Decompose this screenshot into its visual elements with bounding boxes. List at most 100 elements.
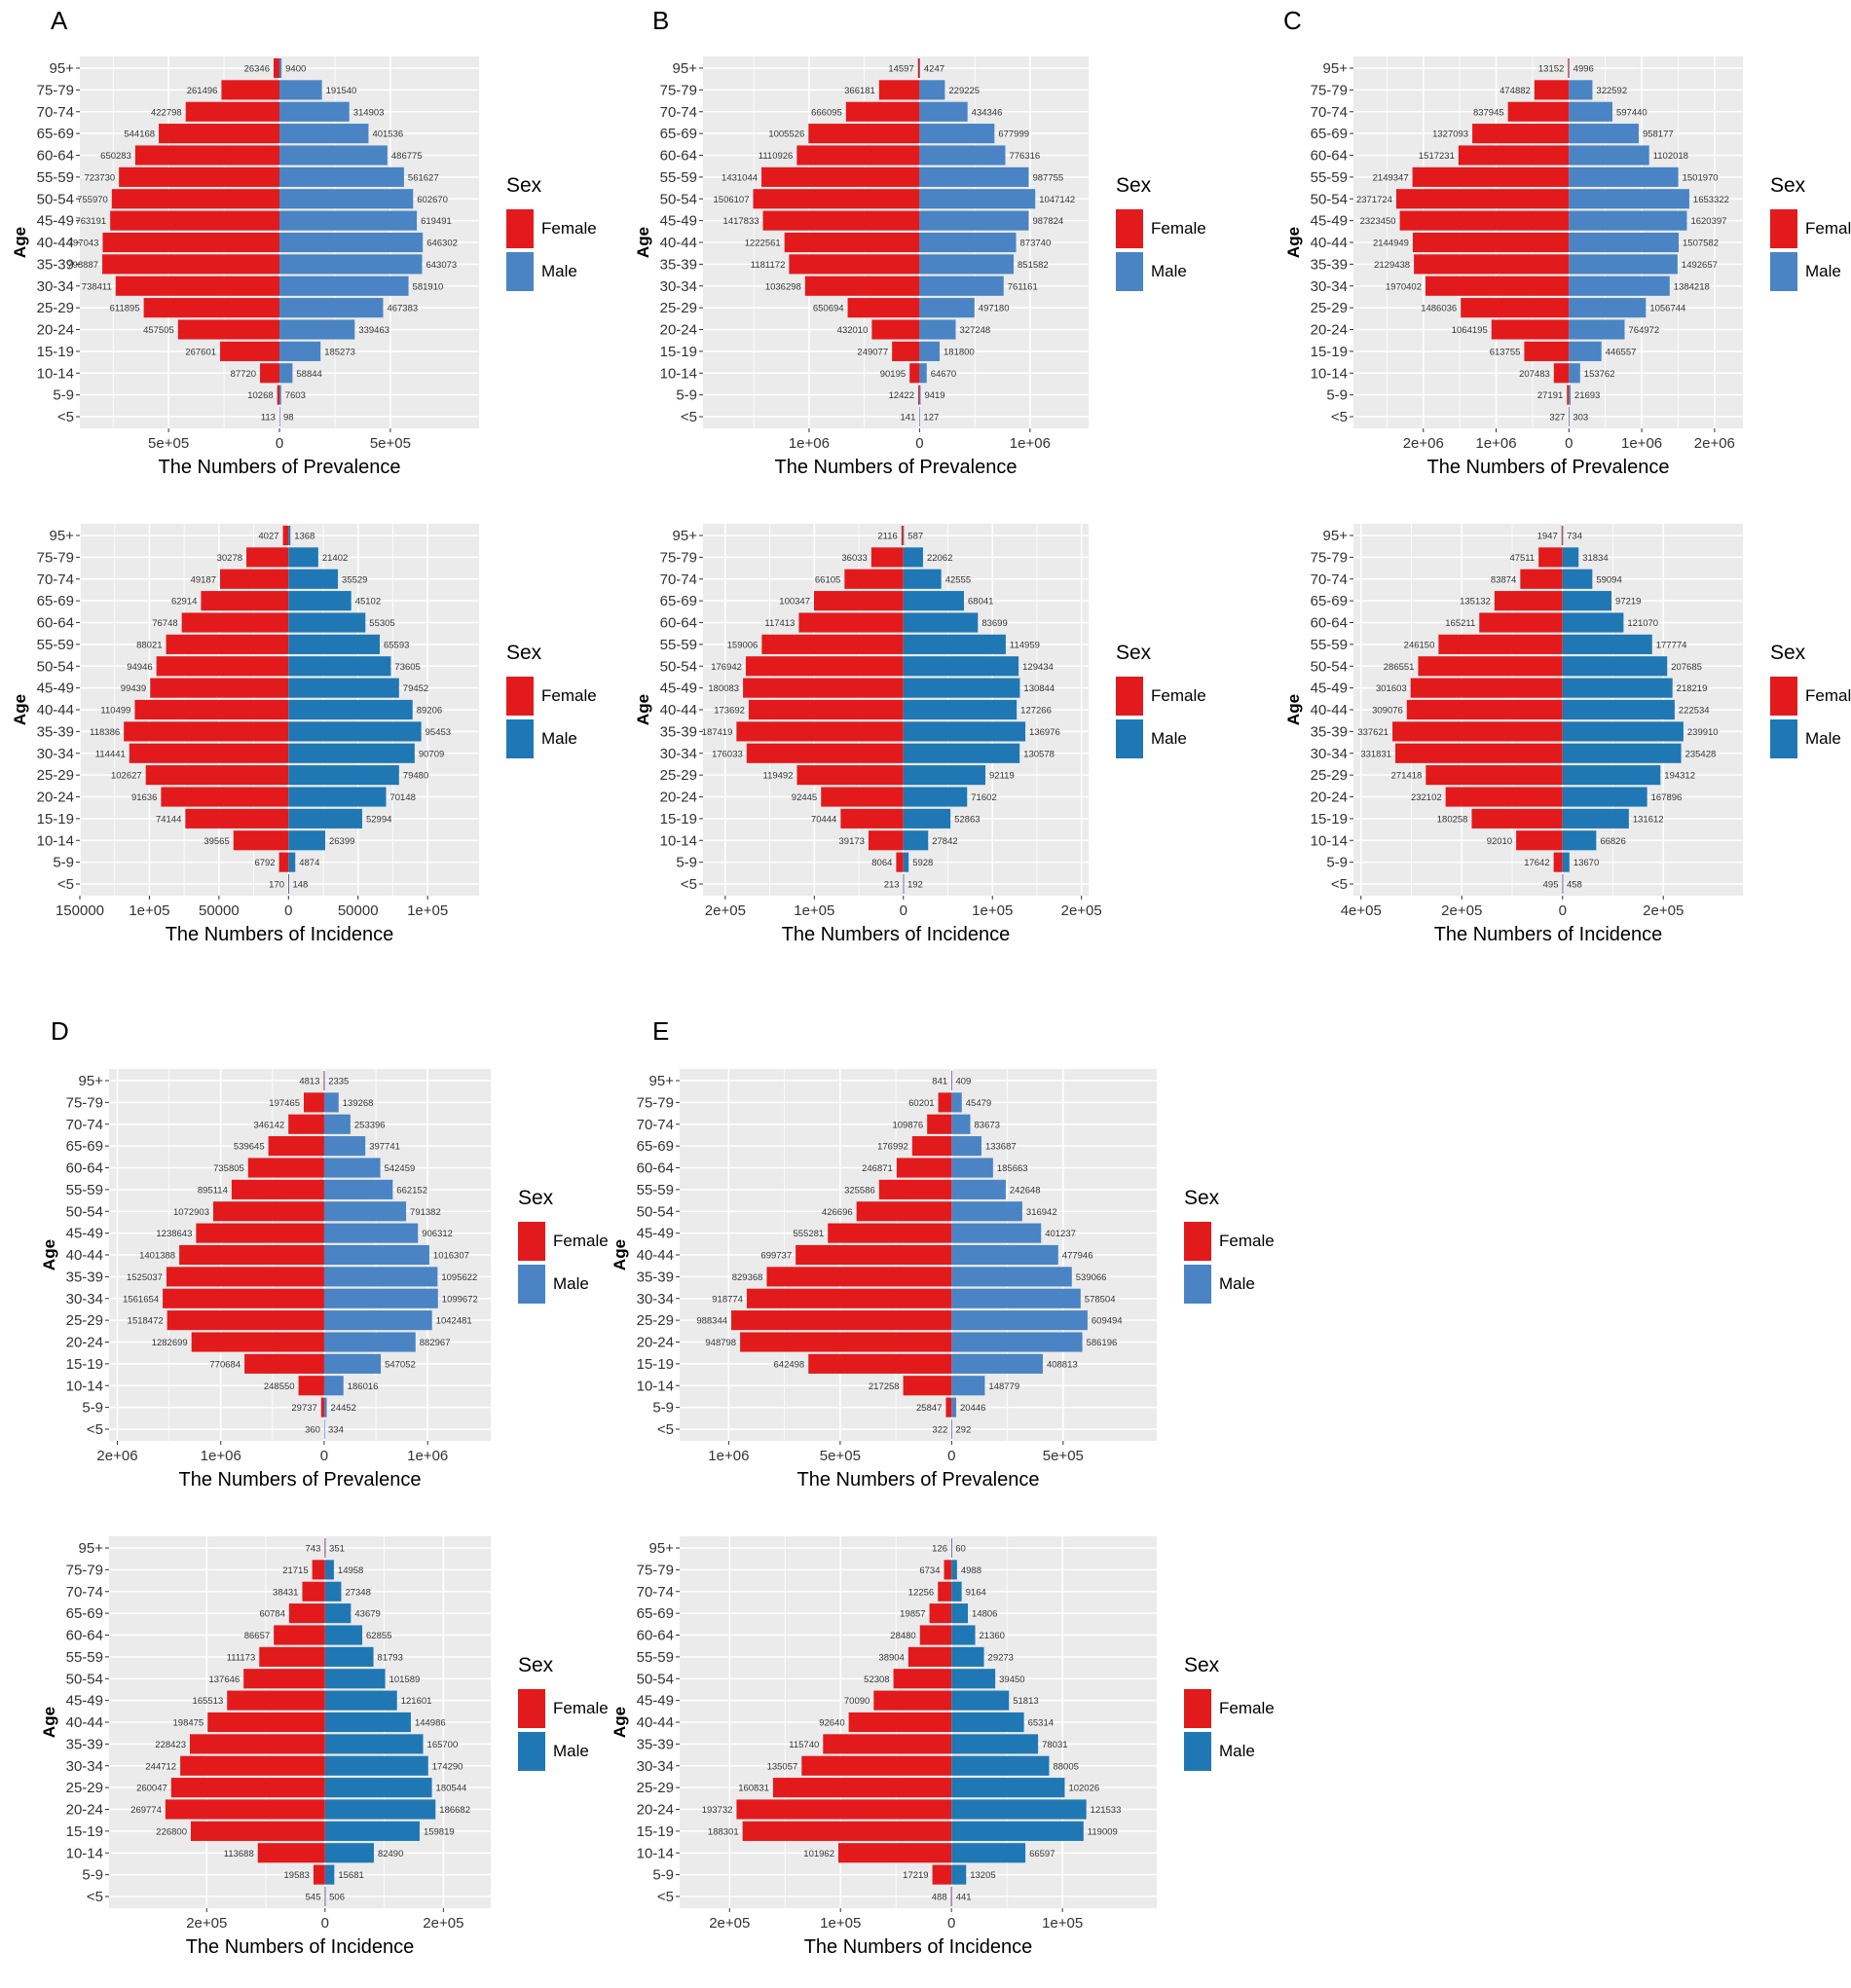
bar-male xyxy=(279,145,388,166)
data-label-male: 5928 xyxy=(912,858,933,868)
data-label-male: 9419 xyxy=(924,390,944,401)
data-label-female: 52308 xyxy=(864,1675,889,1685)
bar-female xyxy=(1425,276,1570,296)
legend-label-female: Female xyxy=(553,1699,609,1717)
y-axis-title: Age xyxy=(40,1239,58,1270)
x-tick-label: 4e+05 xyxy=(1341,902,1382,919)
bar-male xyxy=(951,1267,1072,1287)
bar-male xyxy=(324,1778,432,1798)
x-tick-label: 0 xyxy=(947,1448,955,1464)
bar-male xyxy=(288,634,380,654)
y-tick-label: 20-24 xyxy=(637,1335,674,1351)
bar-male xyxy=(279,319,355,340)
data-label-male: 242648 xyxy=(1010,1185,1041,1196)
data-label-female: 248550 xyxy=(264,1381,295,1392)
bar-female xyxy=(878,1179,952,1199)
y-tick-label: 15-19 xyxy=(37,344,74,360)
bar-female xyxy=(798,612,904,633)
data-label-male: 83673 xyxy=(975,1120,1000,1130)
x-tick-label: 5e+05 xyxy=(148,435,189,452)
bar-female xyxy=(808,124,920,144)
data-label-female: 187419 xyxy=(702,727,733,738)
y-tick-label: 25-29 xyxy=(1311,767,1348,784)
chart-e-prevalence: 841 409 60201 45479 109876 83673 176992 133687 2… xyxy=(611,1069,1275,1491)
data-label-female: 474882 xyxy=(1499,86,1531,96)
bar-female xyxy=(932,1864,952,1885)
data-label-female: 770684 xyxy=(209,1359,241,1370)
bar-female xyxy=(227,1690,325,1711)
y-tick-label: 70-74 xyxy=(660,571,697,588)
bar-male xyxy=(1569,385,1571,405)
data-label-male: 21402 xyxy=(322,553,348,564)
bar-male xyxy=(1562,787,1647,807)
y-tick-label: 65-69 xyxy=(37,126,74,142)
data-label-female: 135132 xyxy=(1460,597,1491,607)
data-label-male: 66597 xyxy=(1029,1849,1055,1859)
data-label-male: 62855 xyxy=(366,1631,391,1641)
data-label-female: 198475 xyxy=(173,1718,204,1729)
bar-male xyxy=(1569,145,1649,166)
legend-label-female: Female xyxy=(1805,219,1851,238)
y-tick-label: 65-69 xyxy=(637,1138,674,1155)
data-label-male: 65314 xyxy=(1028,1718,1054,1729)
data-label-female: 36033 xyxy=(841,553,867,564)
y-tick-label: 20-24 xyxy=(37,322,74,339)
bar-female xyxy=(868,830,904,851)
x-tick-label: 1e+05 xyxy=(1042,1915,1083,1932)
bar-male xyxy=(951,1136,981,1157)
data-label-female: 988344 xyxy=(696,1316,727,1327)
bar-male xyxy=(919,57,920,79)
y-tick-label: <5 xyxy=(657,1421,674,1438)
legend-swatch-male xyxy=(1770,719,1797,758)
data-label-male: 136976 xyxy=(1029,727,1060,738)
bar-male xyxy=(323,1136,366,1157)
data-label-female: 19583 xyxy=(284,1870,310,1881)
y-axis-title: Age xyxy=(1284,227,1303,258)
data-label-male: 20446 xyxy=(960,1403,985,1414)
bar-female xyxy=(1472,124,1570,144)
bar-male xyxy=(919,363,927,384)
y-tick-label: <5 xyxy=(57,409,74,425)
data-label-female: 102627 xyxy=(111,771,142,782)
bar-female xyxy=(873,1690,952,1711)
bar-male xyxy=(1569,341,1602,361)
y-tick-label: 60-64 xyxy=(637,1160,674,1177)
bar-female xyxy=(185,808,289,828)
bar-female xyxy=(870,547,904,568)
bar-female xyxy=(896,852,904,872)
data-label-male: 597440 xyxy=(1616,107,1647,118)
bar-male xyxy=(951,1864,967,1885)
data-label-male: 609494 xyxy=(1092,1316,1123,1327)
legend-title: Sex xyxy=(1770,642,1806,664)
bar-male xyxy=(919,166,1029,187)
y-tick-label: 35-39 xyxy=(660,256,697,273)
legend-swatch-female xyxy=(1770,209,1797,248)
data-label-female: 1517231 xyxy=(1419,151,1455,162)
bar-female xyxy=(134,699,289,720)
data-label-male: 351 xyxy=(329,1544,345,1555)
legend-swatch-male xyxy=(1184,1265,1211,1304)
data-label-male: 66826 xyxy=(1600,836,1625,847)
bar-male xyxy=(951,1244,1058,1266)
x-tick-label: 0 xyxy=(915,435,923,452)
y-tick-label: 20-24 xyxy=(1311,790,1348,806)
bar-female xyxy=(1471,808,1563,828)
y-tick-label: 45-49 xyxy=(637,1226,674,1242)
data-label-female: 137646 xyxy=(208,1675,240,1685)
bar-female xyxy=(893,1669,952,1689)
data-label-female: 841 xyxy=(932,1077,947,1087)
data-label-female: 611895 xyxy=(110,304,140,314)
data-label-male: 467383 xyxy=(387,304,418,314)
legend-title: Sex xyxy=(506,642,542,664)
data-label-male: 45479 xyxy=(966,1098,991,1109)
bar-female xyxy=(298,1376,324,1396)
x-tick-label: 0 xyxy=(947,1915,955,1932)
data-label-female: 176992 xyxy=(877,1142,908,1153)
bar-male xyxy=(324,1886,326,1907)
bar-female xyxy=(324,1886,326,1907)
bar-female xyxy=(161,787,289,807)
data-label-male: 21360 xyxy=(980,1631,1005,1641)
bar-female xyxy=(748,699,904,720)
bar-male xyxy=(951,1581,962,1601)
bar-male xyxy=(919,254,1015,275)
